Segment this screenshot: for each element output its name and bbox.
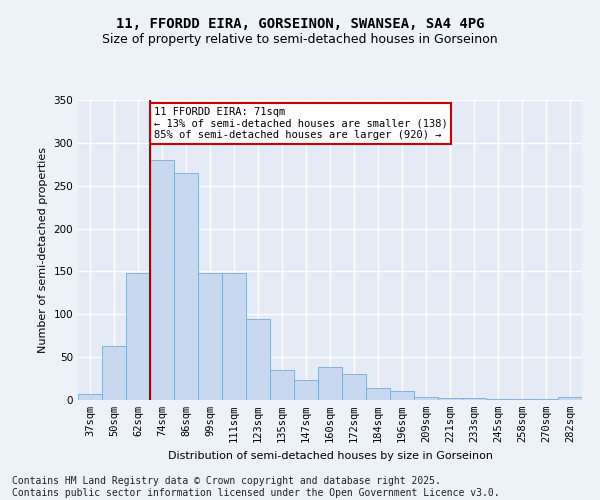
- Bar: [366, 388, 390, 400]
- Bar: [462, 398, 486, 400]
- Bar: [486, 399, 510, 400]
- Y-axis label: Number of semi-detached properties: Number of semi-detached properties: [38, 147, 48, 353]
- Text: 11, FFORDD EIRA, GORSEINON, SWANSEA, SA4 4PG: 11, FFORDD EIRA, GORSEINON, SWANSEA, SA4…: [116, 18, 484, 32]
- Text: Contains HM Land Registry data © Crown copyright and database right 2025.
Contai: Contains HM Land Registry data © Crown c…: [12, 476, 500, 498]
- Bar: [414, 396, 438, 400]
- Bar: [342, 374, 366, 400]
- Bar: [318, 368, 342, 400]
- Bar: [102, 346, 126, 400]
- Bar: [126, 273, 150, 400]
- Bar: [270, 370, 294, 400]
- Bar: [534, 399, 558, 400]
- Text: 11 FFORDD EIRA: 71sqm
← 13% of semi-detached houses are smaller (138)
85% of sem: 11 FFORDD EIRA: 71sqm ← 13% of semi-deta…: [154, 107, 448, 140]
- Bar: [510, 399, 534, 400]
- Bar: [558, 398, 582, 400]
- Text: Size of property relative to semi-detached houses in Gorseinon: Size of property relative to semi-detach…: [102, 32, 498, 46]
- Bar: [438, 398, 462, 400]
- Bar: [294, 380, 318, 400]
- Bar: [390, 392, 414, 400]
- Bar: [222, 273, 246, 400]
- Bar: [78, 394, 102, 400]
- X-axis label: Distribution of semi-detached houses by size in Gorseinon: Distribution of semi-detached houses by …: [167, 450, 493, 460]
- Bar: [150, 160, 174, 400]
- Bar: [174, 173, 198, 400]
- Bar: [246, 318, 270, 400]
- Bar: [198, 273, 222, 400]
